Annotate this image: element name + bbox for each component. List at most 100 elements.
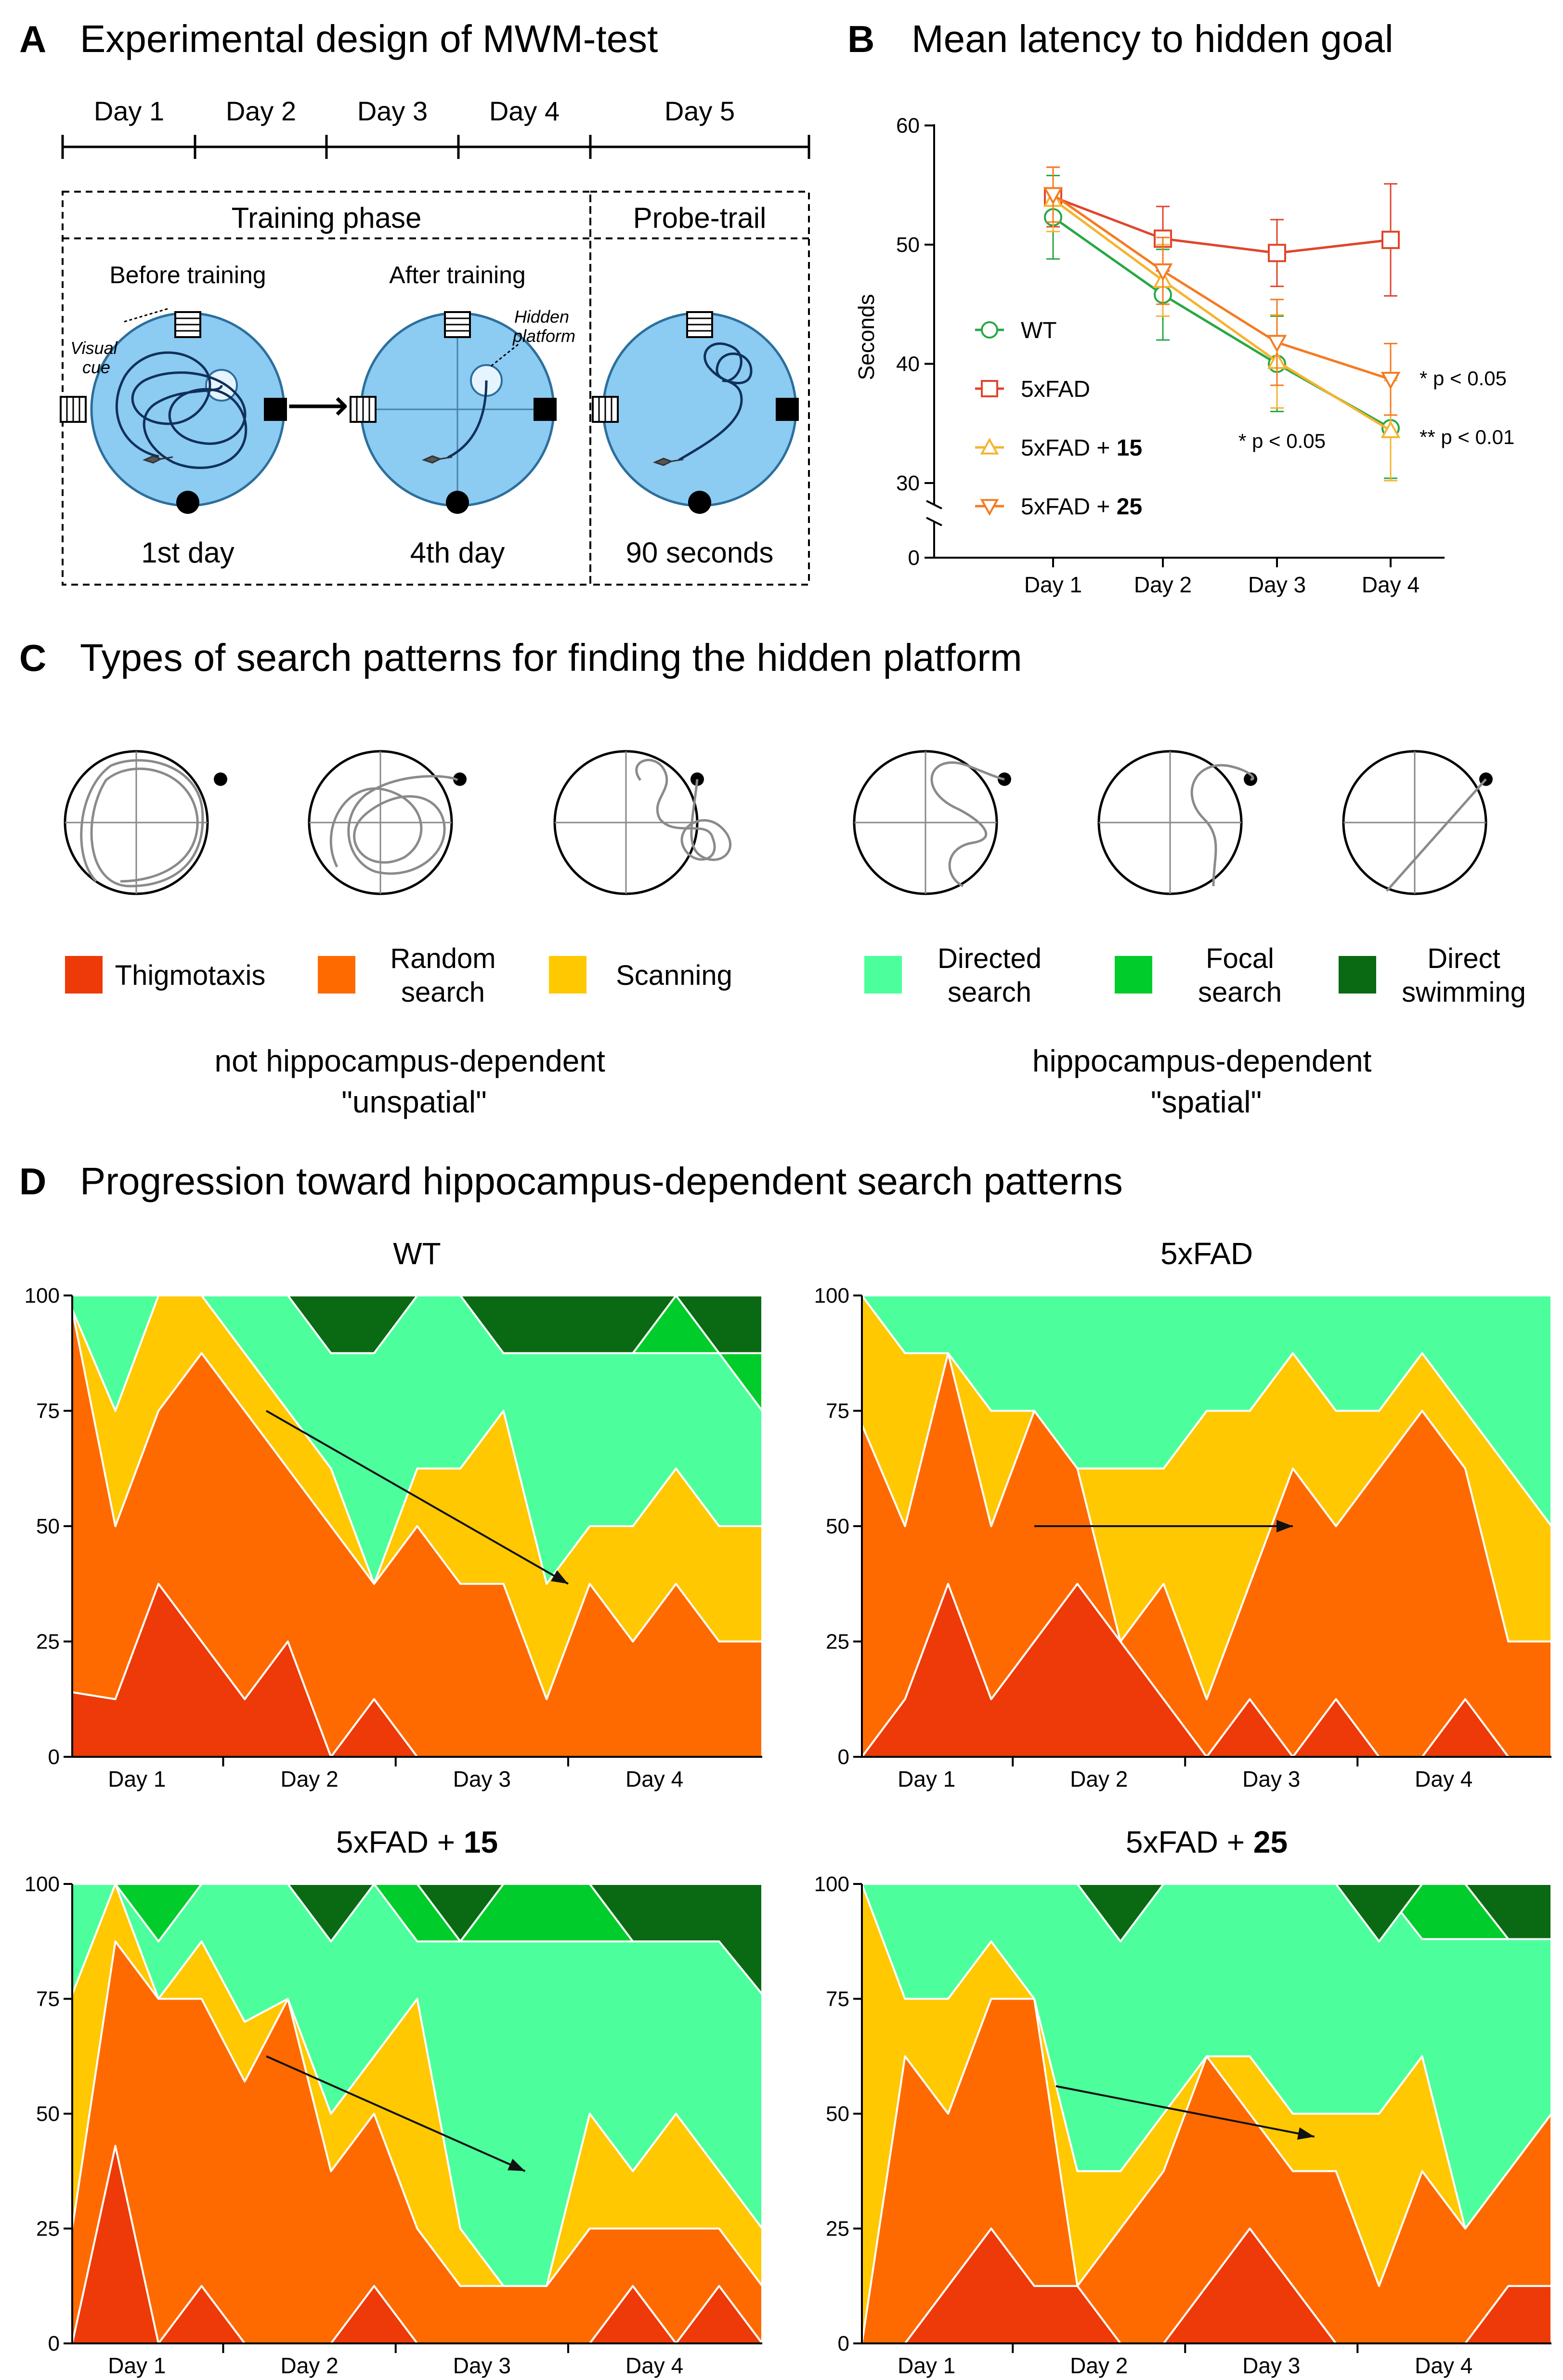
area-chart-title: 5xFAD: [1160, 1236, 1253, 1271]
y-tick-label: 30: [896, 471, 920, 495]
x-tick-label: Day 4: [625, 1766, 683, 1792]
panel-a-letter: A: [19, 18, 46, 60]
y-tick-label: 50: [826, 2102, 849, 2126]
legend-line-2: search: [401, 977, 485, 1008]
x-tick-label: Day 3: [453, 1766, 511, 1792]
x-tick-label: Day 4: [1415, 1766, 1472, 1792]
caption-90-seconds: 90 seconds: [626, 536, 774, 569]
significance-day4-15: ** p < 0.01: [1420, 426, 1514, 448]
training-phase-box: [62, 191, 591, 586]
cue-black-square-icon: [264, 398, 287, 421]
probe-trial-label: Probe-trail: [633, 202, 767, 234]
y-tick-label: 25: [36, 1630, 60, 1654]
x-tick-label: Day 1: [898, 1766, 955, 1792]
y-tick-label: 25: [826, 2217, 849, 2241]
series-line: [1052, 198, 1392, 432]
panel-b-letter: B: [847, 18, 874, 60]
panel-a: A Experimental design of MWM-test Day 1 …: [19, 17, 810, 586]
marker-square: [1381, 231, 1400, 249]
legend-label: WT: [1021, 318, 1057, 343]
axis-break-mark: [926, 500, 942, 510]
mouse-icon: [142, 455, 173, 464]
y-tick-label: 0: [838, 1745, 849, 1769]
legend-line-1: Random: [390, 943, 495, 974]
legend-line-1: Directed: [938, 943, 1042, 974]
hidden-platform-label: Hidden platform: [512, 307, 575, 346]
legend-line-1: Direct: [1427, 943, 1500, 974]
area-chart-title-bold: 25: [1253, 1825, 1288, 1859]
area-chart-title: WT: [393, 1236, 441, 1271]
x-tick-label: Day 4: [1362, 572, 1420, 597]
area-chart-0: 0 25 50 75 100 Day 1 Day 2 Day 3 Day 4 WT: [25, 1236, 763, 1792]
y-tick-label: 100: [25, 1872, 60, 1896]
legend-swatch: [1115, 956, 1152, 994]
y-tick-label: 50: [36, 2102, 60, 2126]
cue-black-circle-icon: [176, 491, 199, 514]
marker-triangle-down: [980, 499, 999, 516]
pool-probe-trial: [592, 311, 799, 514]
y-tick-label: 0: [908, 546, 920, 570]
significance-day3: * p < 0.05: [1238, 430, 1326, 452]
x-tick-label: Day 4: [625, 2353, 683, 2378]
area-chart-3: 0 25 50 75 100 Day 1 Day 2 Day 3 Day 4 5xFAD + 25: [814, 1825, 1552, 2378]
area-chart-title-bold: 15: [464, 1825, 498, 1859]
y-tick-label: 0: [48, 2332, 60, 2355]
x-tick-label: Day 4: [1415, 2353, 1472, 2378]
marker-square: [981, 380, 998, 397]
x-tick-label: Day 2: [281, 2353, 339, 2378]
visual-cue-label: Visual cue: [70, 338, 122, 377]
area-chart-title-text: 5xFAD +: [336, 1825, 464, 1859]
legend-swatch: [1339, 956, 1376, 994]
x-tick-label: Day 2: [1134, 572, 1192, 597]
series-0: [1044, 174, 1400, 479]
before-training-label: Before training: [109, 262, 266, 288]
trend-arrow: [266, 2055, 526, 2172]
legend-label: 5xFAD: [1021, 377, 1090, 402]
timeline-ticks: [61, 135, 810, 159]
pool-after-training: Hidden platform: [350, 307, 575, 514]
legend-line-2: swimming: [1402, 977, 1526, 1008]
panel-b: B Mean latency to hidden goal 30 40 50 60 0 S…: [847, 17, 1514, 597]
marker-triangle-down: [1153, 263, 1173, 281]
marker-triangle-down: [1043, 187, 1063, 205]
legend-label-text: 5xFAD +: [1021, 435, 1117, 461]
series-line: [1053, 196, 1391, 254]
timeline-day-5: Day 5: [664, 96, 735, 126]
area-direct-swimming: [71, 1883, 763, 1995]
area-chart-title: 5xFAD + 25: [1126, 1825, 1288, 1859]
significance-day4-25: * p < 0.05: [1420, 367, 1507, 390]
trend-arrow-head: [508, 2158, 525, 2171]
area-chart-title: 5xFAD + 15: [336, 1825, 498, 1859]
x-tick-label: Day 1: [108, 2353, 166, 2378]
legend-swatch: [549, 956, 586, 994]
area-direct-swimming: [861, 1883, 1552, 1943]
y-tick-label: 50: [826, 1515, 849, 1538]
x-tick-label: Day 1: [898, 2353, 955, 2378]
y-tick-label: 75: [36, 1399, 60, 1423]
legend-swatch: [65, 956, 103, 994]
x-tick-label: Day 1: [1024, 572, 1082, 597]
area-chart-1: 0 25 50 75 100 Day 1 Day 2 Day 3 Day 4 5xFAD: [814, 1236, 1552, 1792]
legend-label: Scanning: [616, 960, 732, 991]
panel-c-letter: C: [19, 637, 46, 679]
legend-label: Directed search: [938, 943, 1042, 1008]
y-tick-label: 0: [838, 2332, 849, 2355]
group-unspatial: not hippocampus-dependent "unspatial": [214, 1044, 613, 1119]
legend-line-1: Focal: [1206, 943, 1274, 974]
marker-triangle-up: [980, 437, 999, 455]
panel-d: D Progression toward hippocampus-depende…: [19, 1160, 1552, 2378]
legend-line-1: Thigmotaxis: [115, 960, 266, 991]
legend-label-bold: 15: [1117, 435, 1142, 461]
x-tick-label: Day 2: [1070, 1766, 1128, 1792]
marker-triangle-down: [1267, 335, 1287, 353]
x-tick-label: Day 1: [108, 1766, 166, 1792]
y-tick-label: 50: [36, 1515, 60, 1538]
latency-chart: 30 40 50 60 0 Seconds Day 1 Day 2 Day 3 Day 4 WT 5x…: [854, 114, 1445, 597]
timeline-day-3: Day 3: [357, 96, 428, 126]
x-tick-label: Day 3: [453, 2353, 511, 2378]
x-tick-label: Day 2: [1070, 2353, 1128, 2378]
area-direct-swimming: [71, 1295, 763, 1354]
legend-label: Thigmotaxis: [115, 960, 266, 991]
training-phase-label: Training phase: [232, 202, 422, 234]
y-tick-label: 100: [25, 1284, 60, 1308]
